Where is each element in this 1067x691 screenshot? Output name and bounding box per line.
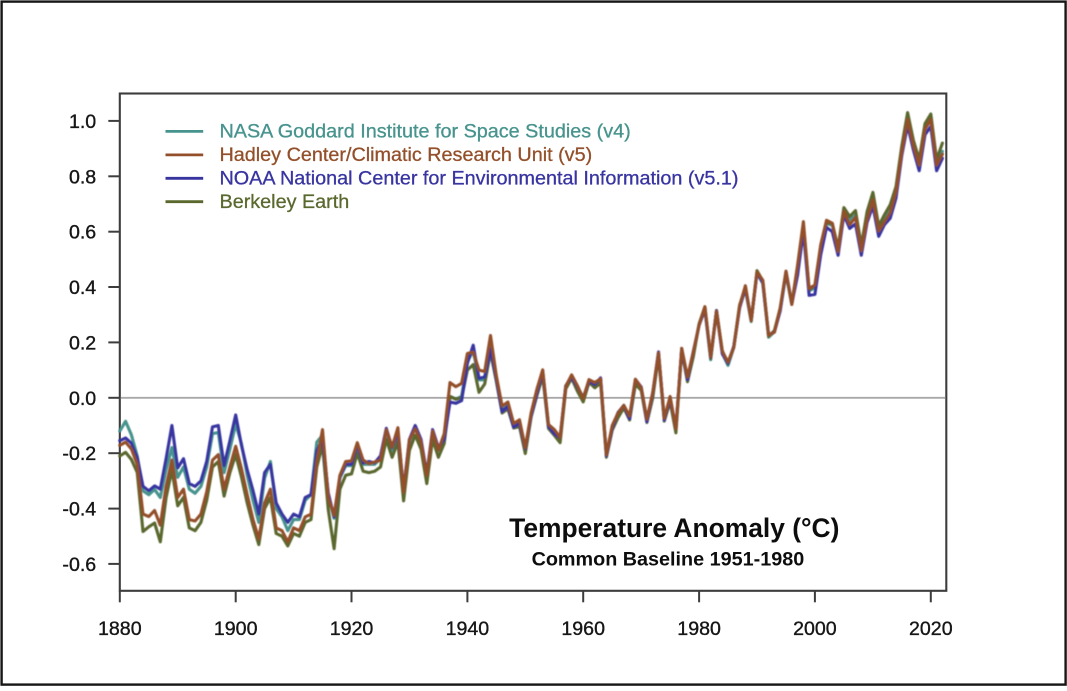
- svg-text:0.4: 0.4: [69, 277, 96, 299]
- svg-text:Common Baseline 1951-1980: Common Baseline 1951-1980: [532, 549, 805, 571]
- svg-text:-0.4: -0.4: [62, 499, 96, 521]
- svg-text:0.0: 0.0: [69, 388, 96, 410]
- svg-text:Hadley Center/Climatic Researc: Hadley Center/Climatic Research Unit (v5…: [220, 144, 593, 166]
- svg-text:-0.2: -0.2: [62, 443, 96, 465]
- svg-text:1880: 1880: [98, 618, 142, 640]
- svg-text:0.8: 0.8: [69, 166, 96, 188]
- svg-text:1960: 1960: [561, 618, 605, 640]
- svg-text:Berkeley Earth: Berkeley Earth: [220, 191, 350, 213]
- svg-text:0.6: 0.6: [69, 222, 96, 244]
- svg-text:NASA Goddard Institute for Spa: NASA Goddard Institute for Space Studies…: [220, 121, 631, 143]
- svg-text:2020: 2020: [909, 618, 953, 640]
- svg-text:Temperature Anomaly (°C): Temperature Anomaly (°C): [509, 513, 839, 543]
- svg-text:1980: 1980: [677, 618, 721, 640]
- svg-text:1.0: 1.0: [69, 111, 96, 133]
- svg-text:1920: 1920: [330, 618, 374, 640]
- svg-text:1940: 1940: [446, 618, 490, 640]
- svg-text:1900: 1900: [214, 618, 258, 640]
- svg-text:NOAA National Center for Envir: NOAA National Center for Environmental I…: [220, 168, 739, 190]
- svg-text:0.2: 0.2: [69, 332, 96, 354]
- svg-text:2000: 2000: [793, 618, 837, 640]
- svg-text:-0.6: -0.6: [62, 554, 96, 576]
